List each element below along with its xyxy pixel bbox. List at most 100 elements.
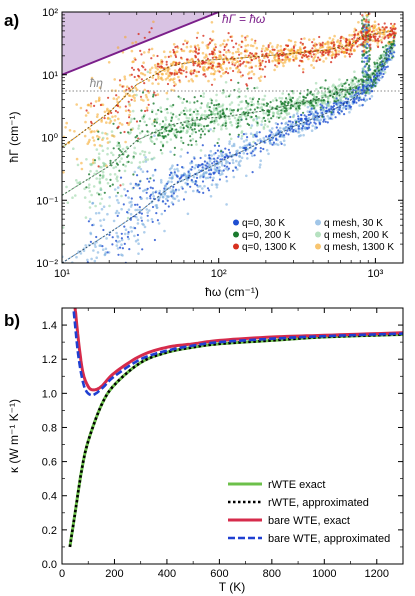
scatter-point	[170, 177, 174, 180]
scatter-point	[183, 113, 186, 116]
scatter-point	[292, 45, 295, 48]
scatter-point	[216, 112, 219, 115]
scatter-point	[383, 50, 386, 53]
scatter-point	[239, 71, 242, 74]
scatter-point	[121, 147, 125, 151]
scatter-point	[361, 104, 364, 107]
scatter-point	[127, 160, 130, 163]
scatter-point	[229, 112, 232, 115]
scatter-point	[95, 169, 99, 173]
scatter-point	[125, 145, 129, 149]
scatter-point	[215, 107, 218, 110]
scatter-point	[201, 173, 205, 176]
scatter-point	[388, 40, 391, 44]
scatter-point	[266, 47, 269, 51]
scatter-point	[201, 41, 204, 44]
scatter-point	[203, 184, 206, 188]
scatter-point	[187, 143, 190, 146]
scatter-point	[301, 56, 304, 59]
scatter-point	[258, 67, 261, 70]
scatter-point	[195, 143, 198, 146]
scatter-point	[179, 155, 182, 158]
scatter-point	[201, 60, 204, 63]
scatter-point	[125, 88, 128, 91]
scatter-point	[124, 194, 127, 197]
scatter-point	[116, 186, 120, 189]
scatter-point	[254, 146, 257, 150]
scatter-point	[186, 126, 189, 129]
scatter-point	[324, 94, 327, 97]
scatter-point	[201, 166, 204, 169]
scatter-point	[228, 162, 231, 165]
scatter-point	[187, 79, 191, 83]
scatter-point	[181, 166, 184, 169]
scatter-point	[374, 73, 377, 76]
scatter-point	[353, 82, 356, 86]
scatter-point	[250, 144, 253, 148]
scatter-point	[86, 111, 90, 115]
scatter-point	[280, 142, 283, 145]
legend-label: q mesh, 200 K	[324, 230, 389, 241]
scatter-point	[259, 147, 262, 150]
y-tick-label: 0.0	[42, 559, 57, 571]
scatter-point	[114, 165, 118, 169]
scatter-point	[138, 161, 142, 164]
scatter-point	[217, 123, 220, 126]
scatter-point	[245, 174, 248, 178]
scatter-point	[95, 148, 99, 151]
scatter-point	[152, 93, 155, 96]
scatter-point	[300, 113, 303, 116]
scatter-point	[373, 25, 377, 29]
scatter-point	[344, 93, 347, 96]
scatter-point	[215, 117, 218, 121]
scatter-point	[111, 183, 114, 186]
scatter-point	[185, 100, 189, 103]
scatter-point	[146, 158, 150, 161]
scatter-point	[172, 192, 175, 195]
scatter-point	[267, 117, 270, 121]
scatter-point	[145, 208, 149, 211]
scatter-point	[181, 66, 184, 69]
scatter-point	[217, 137, 221, 141]
scatter-point	[238, 90, 241, 94]
scatter-point	[374, 77, 377, 80]
scatter-point	[357, 32, 360, 36]
scatter-point	[66, 201, 70, 204]
scatter-point	[317, 91, 321, 94]
scatter-point	[197, 48, 200, 51]
scatter-point	[176, 175, 179, 178]
scatter-point	[289, 106, 292, 109]
scatter-point	[117, 201, 120, 205]
scatter-point	[321, 94, 324, 98]
scatter-point	[191, 180, 195, 184]
scatter-point	[115, 94, 118, 97]
scatter-point	[291, 90, 294, 93]
scatter-point	[250, 59, 253, 62]
scatter-point	[355, 97, 358, 100]
scatter-point	[361, 71, 364, 74]
scatter-point	[327, 104, 330, 108]
scatter-point	[249, 132, 253, 135]
scatter-point	[115, 98, 119, 101]
scatter-point	[354, 91, 357, 94]
scatter-point	[99, 224, 103, 228]
scatter-point	[191, 128, 194, 131]
scatter-point	[277, 57, 281, 60]
scatter-point	[269, 101, 272, 104]
scatter-point	[151, 192, 154, 196]
scatter-point	[137, 74, 140, 77]
scatter-point	[199, 149, 203, 152]
scatter-point	[157, 77, 160, 80]
scatter-point	[208, 42, 211, 45]
scatter-point	[364, 38, 368, 41]
scatter-point	[344, 104, 348, 108]
scatter-point	[330, 42, 333, 45]
scatter-point	[221, 151, 225, 154]
scatter-point	[393, 31, 396, 34]
scatter-point	[219, 44, 222, 47]
scatter-point	[141, 64, 144, 68]
scatter-point	[254, 64, 258, 68]
scatter-point	[291, 55, 295, 58]
scatter-point	[365, 71, 368, 74]
